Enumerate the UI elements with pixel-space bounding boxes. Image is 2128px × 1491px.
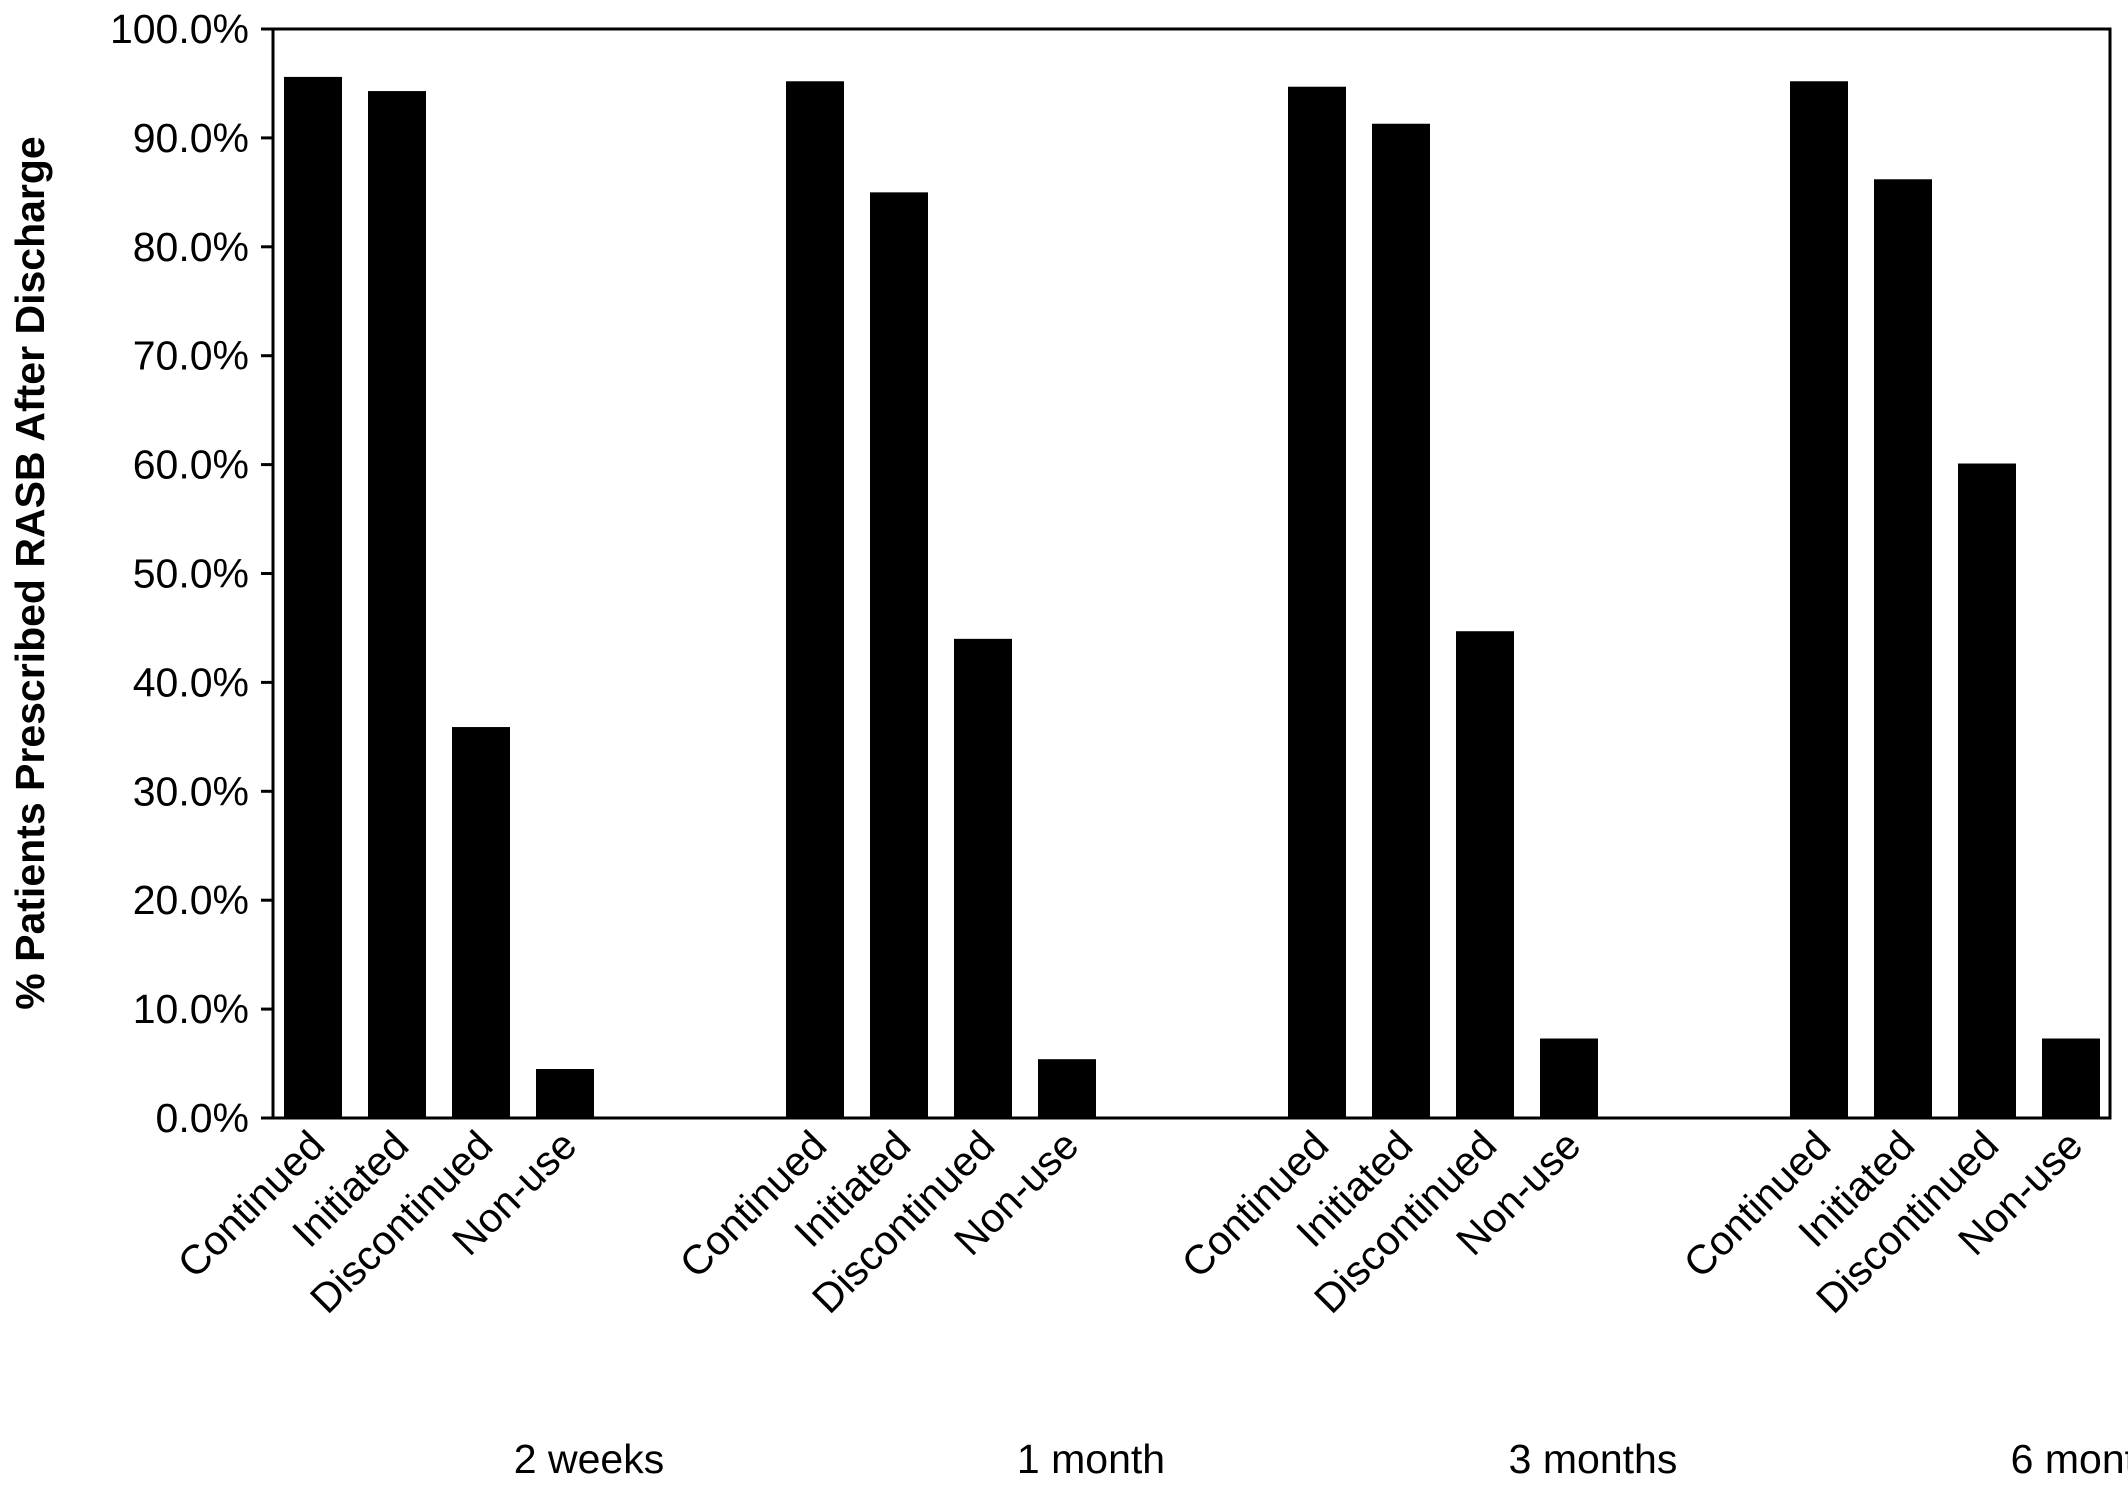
x-group-label: 1 month bbox=[1017, 1436, 1165, 1482]
bar-2-initiated bbox=[870, 192, 928, 1119]
bar-3-discontinued bbox=[1456, 631, 1514, 1118]
bar-4-continued bbox=[1790, 81, 1848, 1119]
y-tick-label: 10.0% bbox=[133, 986, 249, 1032]
y-tick-label: 90.0% bbox=[133, 115, 249, 161]
y-tick-label: 20.0% bbox=[133, 877, 249, 923]
y-tick-label: 30.0% bbox=[133, 768, 249, 814]
y-axis-label: % Patients Prescribed RASB After Dischar… bbox=[7, 136, 53, 1009]
y-tick-label: 100.0% bbox=[110, 6, 249, 52]
y-axis: 0.0% 10.0% 20.0% 30.0% 40.0% 50.0% 60.0% 70.0% 8… bbox=[110, 6, 273, 1141]
x-group-label: 2 weeks bbox=[514, 1436, 664, 1482]
bar-1-non-use bbox=[536, 1068, 594, 1118]
y-tick-label: 40.0% bbox=[133, 659, 249, 705]
y-tick-label: 60.0% bbox=[133, 442, 249, 488]
bar-1-discontinued bbox=[452, 727, 510, 1118]
bar-3-non-use bbox=[1540, 1038, 1598, 1118]
x-group-label: 3 months bbox=[1509, 1436, 1678, 1482]
y-tick-label: 50.0% bbox=[133, 551, 249, 597]
y-tick-label: 70.0% bbox=[133, 333, 249, 379]
bar-2-discontinued bbox=[954, 638, 1012, 1118]
bar-4-non-use bbox=[2042, 1038, 2100, 1118]
x-group-label: 6 months bbox=[2011, 1436, 2128, 1482]
bars bbox=[284, 76, 2100, 1119]
bar-4-discontinued bbox=[1958, 463, 2016, 1118]
bar-3-initiated bbox=[1372, 123, 1430, 1119]
bar-2-non-use bbox=[1038, 1059, 1096, 1118]
bar-2-continued bbox=[786, 81, 844, 1119]
y-tick-label: 80.0% bbox=[133, 224, 249, 270]
bar-4-initiated bbox=[1874, 179, 1932, 1119]
bar-3-continued bbox=[1288, 86, 1346, 1118]
y-tick-label: 0.0% bbox=[156, 1095, 249, 1141]
bar-1-initiated bbox=[368, 91, 426, 1118]
bar-1-continued bbox=[284, 76, 342, 1118]
